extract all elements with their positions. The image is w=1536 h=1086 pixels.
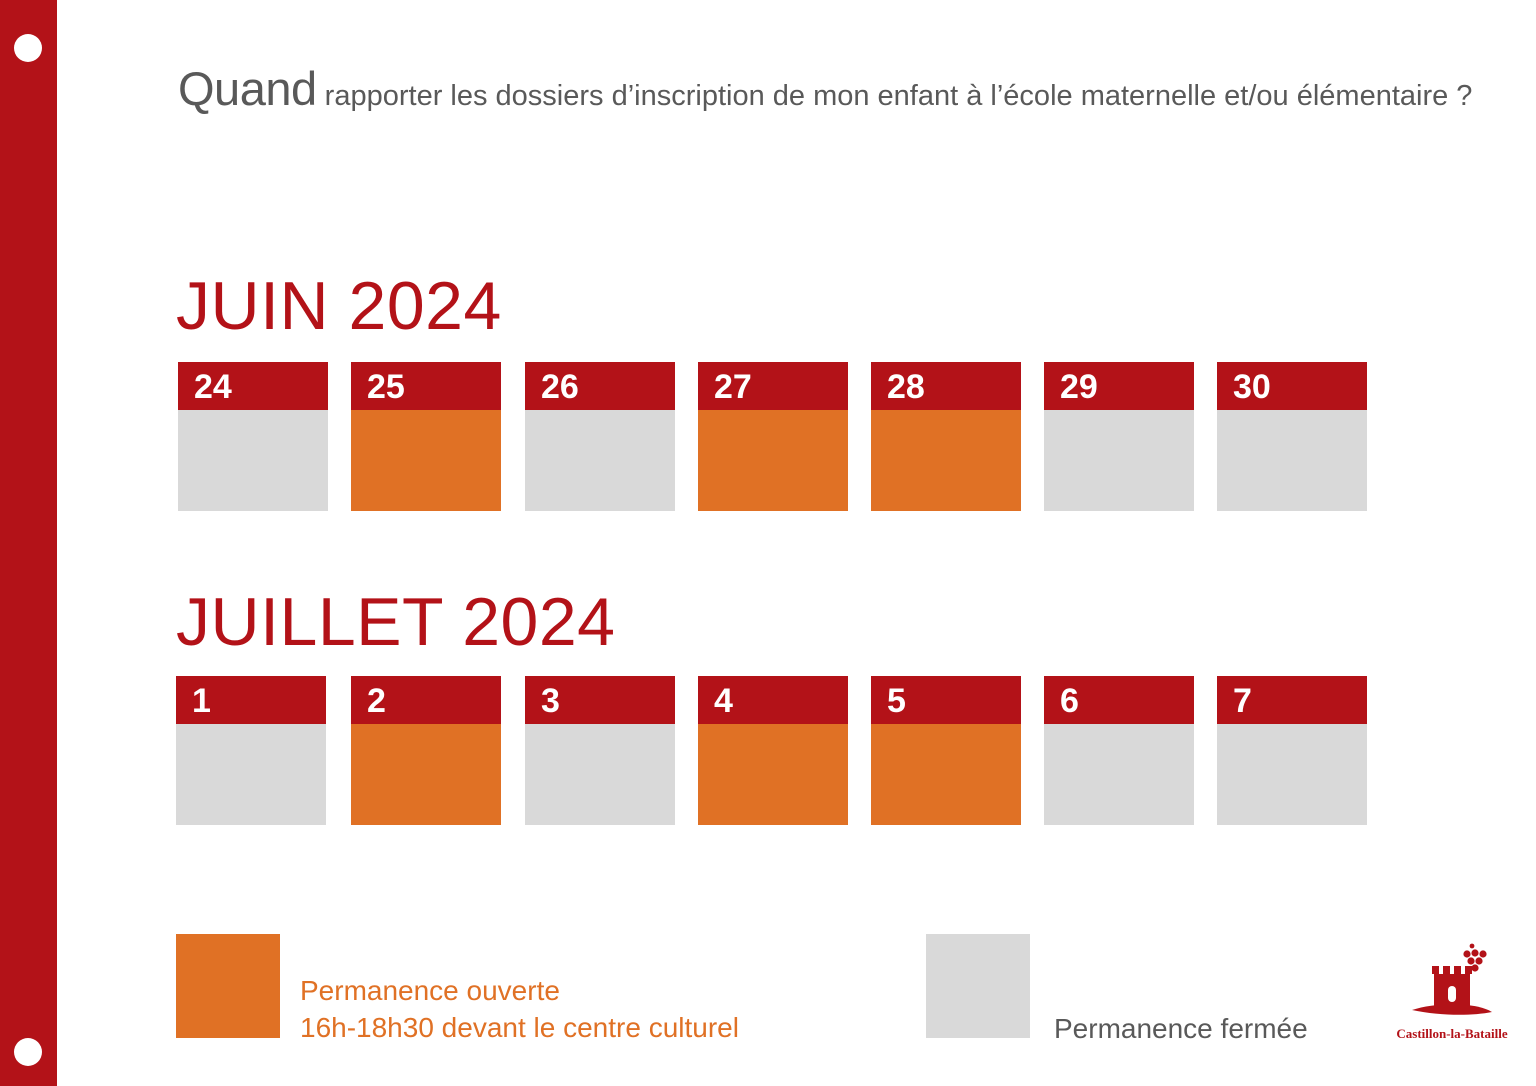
day-status-fill	[178, 410, 328, 511]
day-cell-open: 27	[698, 362, 848, 511]
day-cell-closed: 1	[176, 676, 326, 825]
legend-closed-label: Permanence fermée	[1054, 1013, 1308, 1044]
day-number: 1	[176, 676, 326, 724]
day-number: 26	[525, 362, 675, 410]
legend-closed-swatch	[926, 934, 1030, 1038]
legend-open-text: Permanence ouverte 16h-18h30 devant le c…	[300, 972, 739, 1046]
day-number: 25	[351, 362, 501, 410]
day-number: 2	[351, 676, 501, 724]
day-status-fill	[698, 410, 848, 511]
day-number: 27	[698, 362, 848, 410]
day-cell-closed: 7	[1217, 676, 1367, 825]
day-status-fill	[525, 724, 675, 825]
day-number: 7	[1217, 676, 1367, 724]
month-title-june: JUIN 2024	[176, 268, 502, 344]
day-number: 5	[871, 676, 1021, 724]
day-status-fill	[525, 410, 675, 511]
day-number: 6	[1044, 676, 1194, 724]
day-cell-closed: 30	[1217, 362, 1367, 511]
day-status-fill	[1044, 410, 1194, 511]
day-status-fill	[698, 724, 848, 825]
day-cell-closed: 29	[1044, 362, 1194, 511]
day-cell-open: 28	[871, 362, 1021, 511]
day-number: 24	[178, 362, 328, 410]
binder-hole-bottom	[14, 1038, 42, 1066]
month-title-july: JUILLET 2024	[176, 584, 616, 660]
page-heading: Quand rapporter les dossiers d’inscripti…	[178, 65, 1478, 117]
day-cell-open: 5	[871, 676, 1021, 825]
logo-caption: Castillon-la-Bataille	[1396, 1026, 1508, 1041]
day-cell-open: 25	[351, 362, 501, 511]
binder-side-bar	[0, 0, 57, 1086]
day-status-fill	[1217, 724, 1367, 825]
day-cell-open: 4	[698, 676, 848, 825]
heading-question: rapporter les dossiers d’inscription de …	[316, 80, 1473, 112]
day-number: 4	[698, 676, 848, 724]
legend-open-swatch	[176, 934, 280, 1038]
day-cell-closed: 6	[1044, 676, 1194, 825]
day-number: 28	[871, 362, 1021, 410]
day-number: 30	[1217, 362, 1367, 410]
heading-lead: Quand	[178, 62, 317, 115]
day-status-fill	[871, 410, 1021, 511]
day-cell-closed: 26	[525, 362, 675, 511]
legend-open-hours: 16h-18h30 devant le centre culturel	[300, 1012, 739, 1043]
day-status-fill	[1217, 410, 1367, 511]
day-number: 3	[525, 676, 675, 724]
day-cell-closed: 24	[178, 362, 328, 511]
day-status-fill	[176, 724, 326, 825]
day-status-fill	[871, 724, 1021, 825]
day-cell-open: 2	[351, 676, 501, 825]
day-status-fill	[351, 724, 501, 825]
day-status-fill	[1044, 724, 1194, 825]
day-status-fill	[351, 410, 501, 511]
binder-hole-top	[14, 34, 42, 62]
legend-open-label: Permanence ouverte	[300, 975, 560, 1006]
day-number: 29	[1044, 362, 1194, 410]
day-cell-closed: 3	[525, 676, 675, 825]
castle-grapes-logo-icon	[1412, 943, 1492, 1015]
